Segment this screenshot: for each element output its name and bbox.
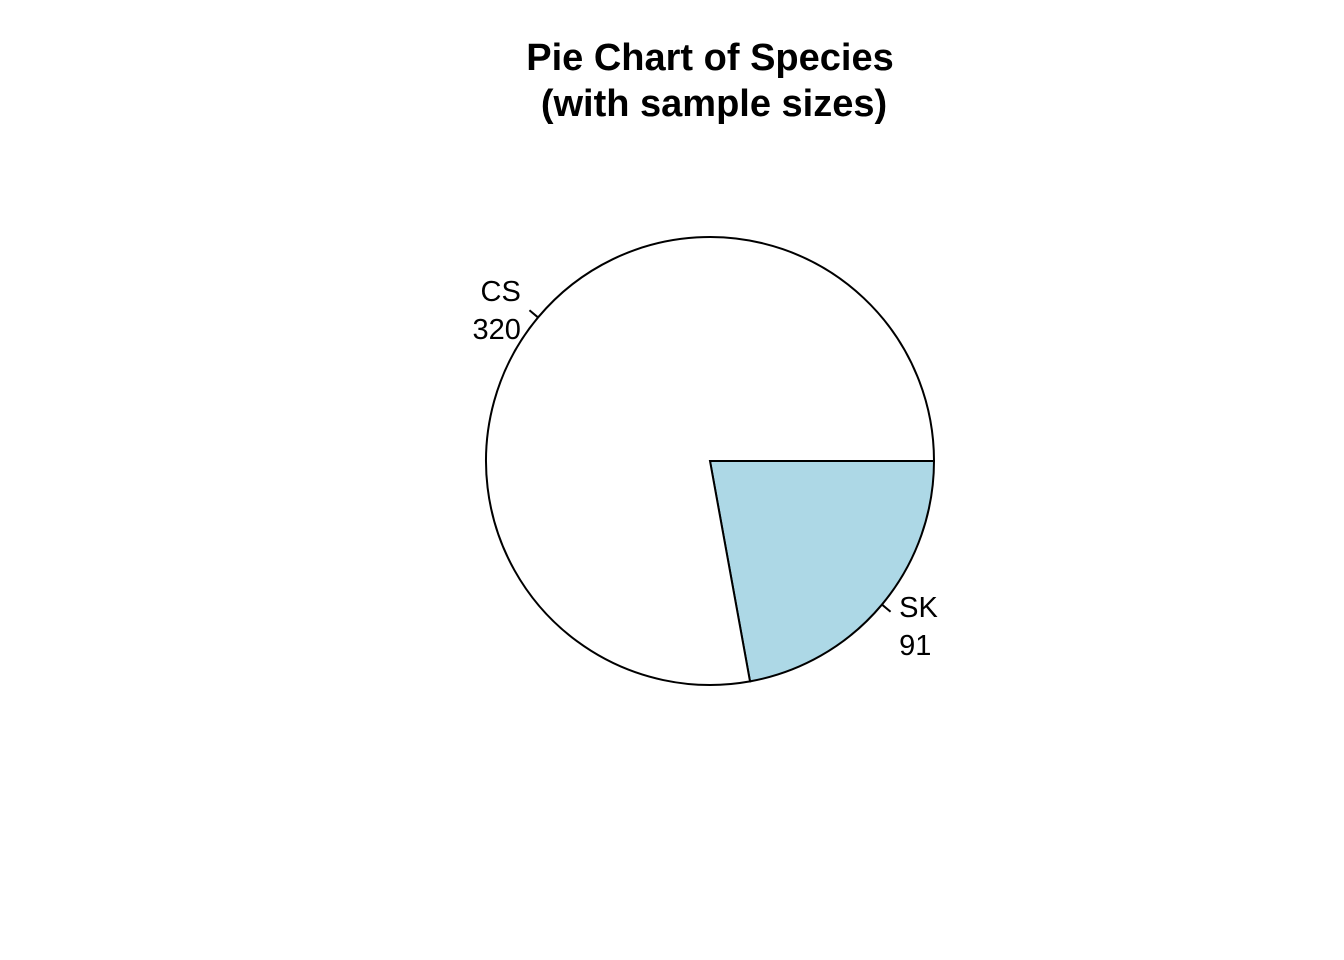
pie-tick-sk xyxy=(881,603,892,613)
pie-slice-sk xyxy=(708,460,936,683)
chart-subtitle: (with sample sizes) xyxy=(541,83,887,125)
pie-slice-cs xyxy=(485,236,936,686)
pie-tick-cs xyxy=(528,309,539,319)
pie-value-label-sk: 91 xyxy=(899,630,931,662)
pie-label-sk: SK xyxy=(899,592,938,624)
pie-value-label-cs: 320 xyxy=(472,314,520,346)
pie-label-cs: CS xyxy=(481,276,521,308)
chart-title: Pie Chart of Species xyxy=(526,37,893,79)
pie-plot-area: SK 91 CS 320 xyxy=(472,236,938,686)
